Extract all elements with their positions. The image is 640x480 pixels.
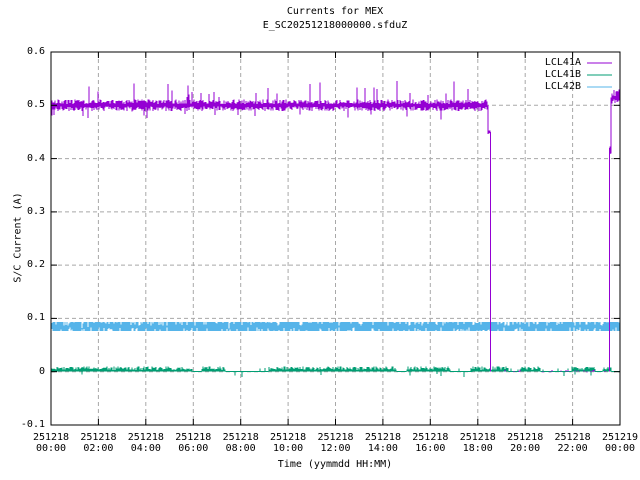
x-tick-label: 251218 06:00 (167, 432, 219, 454)
x-tick-time: 06:00 (178, 443, 209, 454)
y-tick-label: 0.3 (26, 205, 45, 217)
y-tick-label: 0 (38, 365, 45, 377)
x-tick-time: 02:00 (83, 443, 114, 454)
chart-subtitle: E_SC20251218000000.sfduZ (262, 20, 408, 31)
x-tick-time: 10:00 (273, 443, 304, 454)
x-tick-date: 251218 (554, 432, 591, 443)
y-tick-label: 0.4 (26, 152, 45, 164)
x-tick-date: 251218 (222, 432, 259, 443)
y-tick-label: 0.5 (26, 99, 45, 111)
x-tick-date: 251218 (80, 432, 117, 443)
x-tick-date: 251218 (507, 432, 544, 443)
x-tick-date: 251218 (412, 432, 449, 443)
x-tick-label: 251218 22:00 (547, 432, 599, 454)
x-tick-date: 251218 (175, 432, 212, 443)
x-tick-time: 20:00 (510, 443, 541, 454)
x-tick-label: 251219 00:00 (594, 432, 640, 454)
chart-title: Currents for MEX (286, 6, 384, 17)
x-tick-time: 16:00 (415, 443, 446, 454)
x-tick-label: 251218 14:00 (357, 432, 409, 454)
x-tick-label: 251218 00:00 (25, 432, 77, 454)
x-tick-label: 251218 18:00 (452, 432, 504, 454)
x-tick-time: 00:00 (35, 443, 67, 454)
x-tick-time: 04:00 (130, 443, 161, 454)
x-tick-time: 18:00 (462, 443, 493, 454)
x-tick-time: 14:00 (367, 443, 398, 454)
x-tick-label: 251218 16:00 (404, 432, 456, 454)
x-tick-time: 00:00 (604, 443, 636, 454)
y-axis-title: S/C Current (A) (12, 192, 24, 283)
x-tick-date: 251218 (32, 432, 70, 443)
x-tick-time: 08:00 (225, 443, 256, 454)
y-tick-label: 0.6 (26, 46, 45, 57)
x-tick-time: 12:00 (320, 443, 351, 454)
x-tick-label: 251218 10:00 (262, 432, 314, 454)
x-tick-label: 251218 20:00 (499, 432, 551, 454)
x-tick-date: 251218 (459, 432, 496, 443)
y-tick-label: -0.1 (20, 419, 45, 430)
legend-label-LCL42B: LCL42B (544, 81, 581, 92)
x-tick-label: 251218 12:00 (310, 432, 362, 454)
x-axis-title: Time (yymmdd HH:MM) (277, 459, 393, 470)
x-tick-label: 251218 02:00 (72, 432, 124, 454)
legend-label-LCL41A: LCL41A (544, 57, 581, 68)
x-tick-date: 251218 (270, 432, 307, 443)
x-tick-date: 251218 (317, 432, 354, 443)
y-tick-label: 0.2 (26, 259, 45, 271)
x-tick-time: 22:00 (557, 443, 588, 454)
x-tick-date: 251218 (364, 432, 401, 443)
x-tick-date: 251219 (601, 432, 639, 443)
y-tick-label: 0.1 (26, 312, 45, 324)
x-tick-date: 251218 (127, 432, 164, 443)
series-LCL42B (50, 321, 621, 331)
x-tick-label: 251218 08:00 (215, 432, 267, 454)
legend-label-LCL41B: LCL41B (544, 69, 581, 80)
x-tick-label: 251218 04:00 (120, 432, 172, 454)
